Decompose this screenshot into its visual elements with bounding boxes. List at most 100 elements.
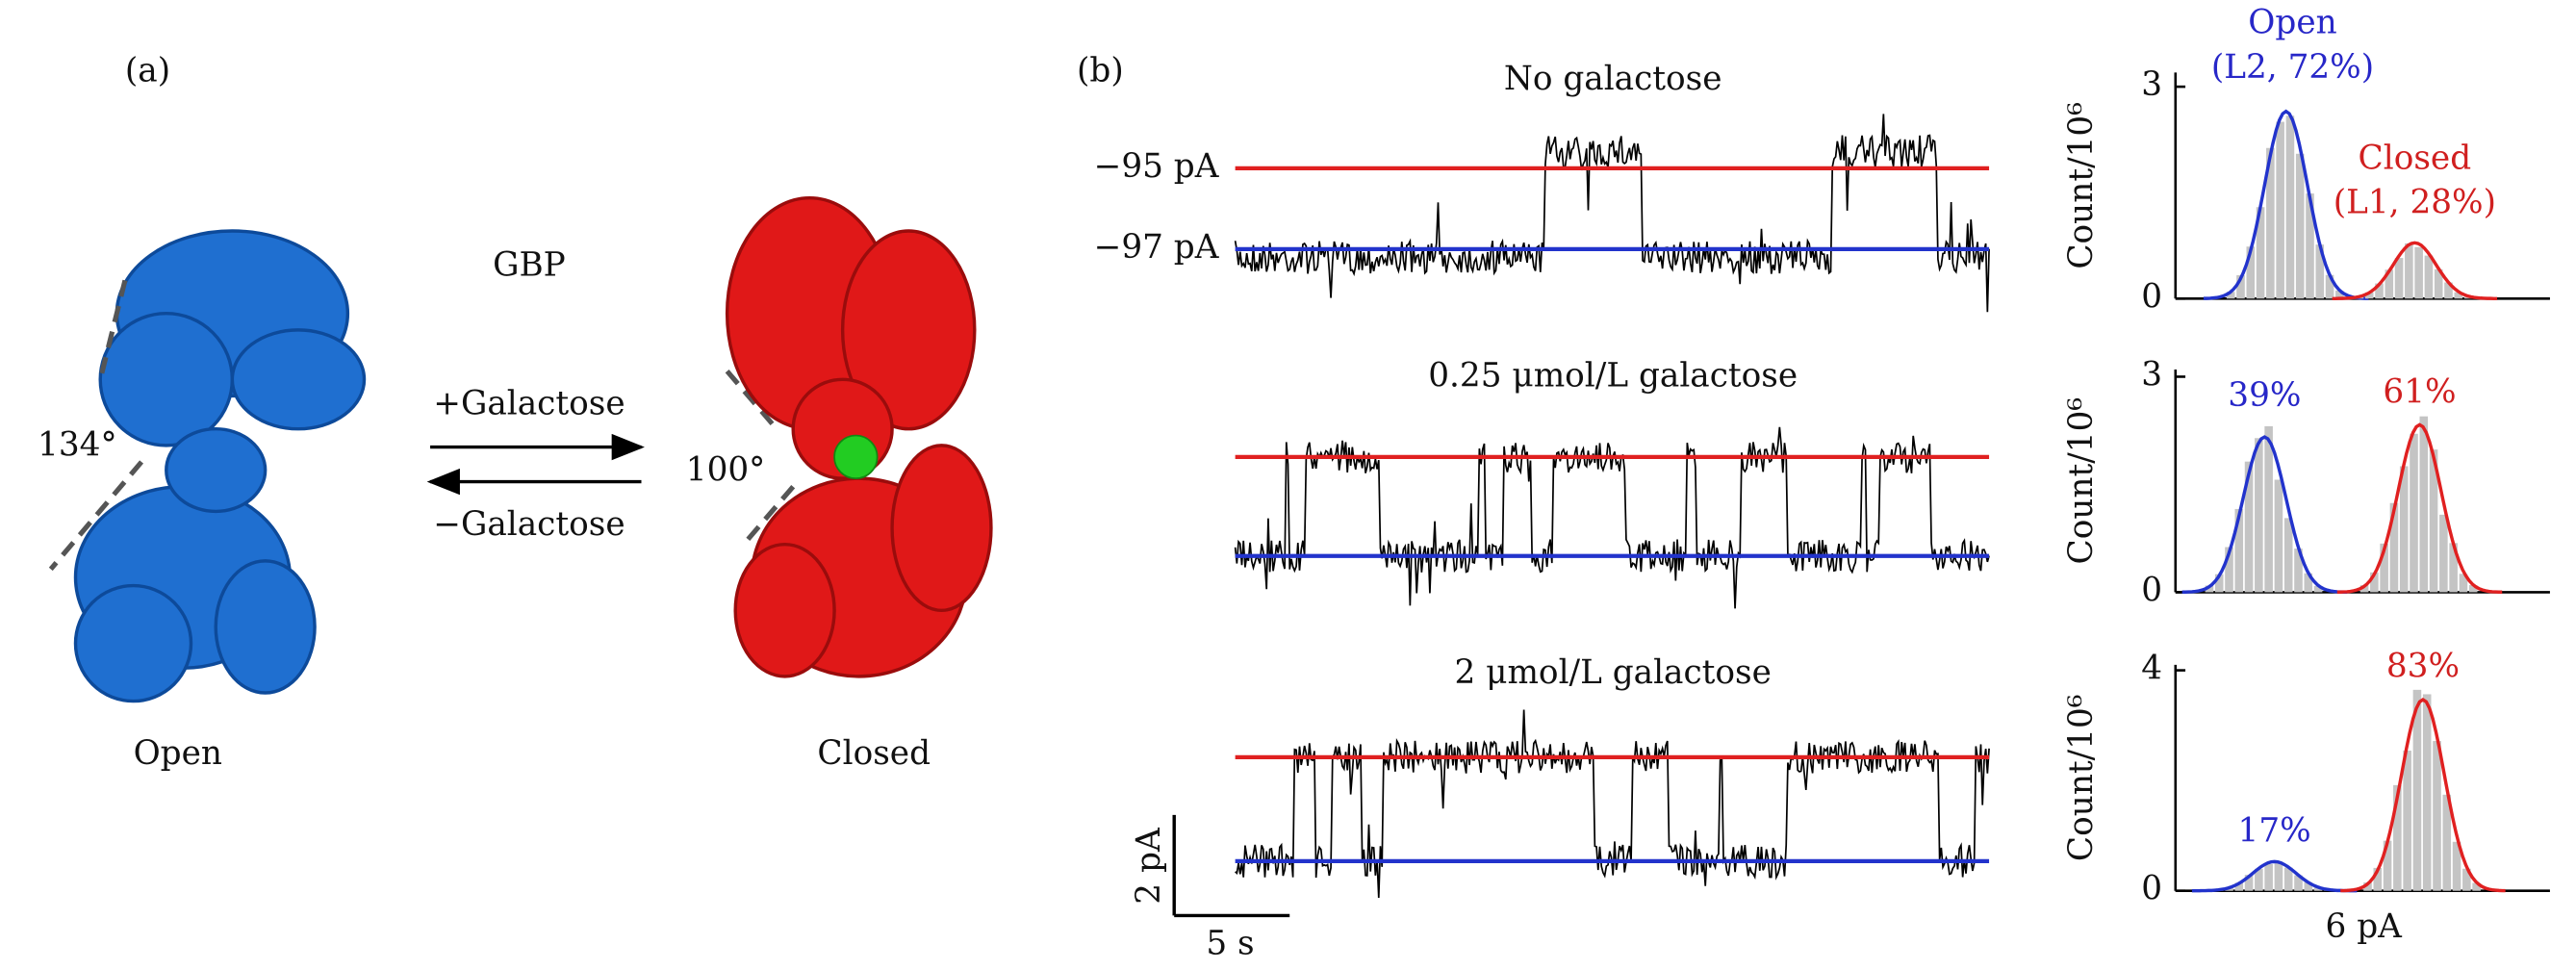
panel-label: (a)	[125, 51, 170, 89]
histogram-bar	[2393, 784, 2402, 891]
histogram-bar	[2434, 268, 2443, 299]
histogram-bar	[2274, 479, 2283, 593]
histogram-bar	[2236, 275, 2245, 299]
closed-structure	[725, 196, 993, 678]
open-angle: 134°	[38, 426, 117, 465]
histogram-bar	[2313, 886, 2323, 891]
histogram-bar	[2264, 863, 2273, 891]
histogram-bar	[2412, 689, 2422, 891]
trace-title: 0.25 μmol/L galactose	[1428, 357, 1798, 396]
histogram-bar	[2444, 282, 2453, 299]
histogram-bar	[2454, 292, 2463, 299]
histogram-bar	[2462, 868, 2471, 891]
histogram-bar	[2264, 425, 2273, 593]
scale-bar	[1172, 814, 1290, 918]
histogram-bar	[2304, 573, 2313, 593]
histogram-bar	[2234, 508, 2244, 593]
protein-name: GBP	[493, 246, 566, 285]
y-tick-label: 0	[2141, 277, 2162, 316]
peak-label: Open	[2248, 4, 2336, 42]
scale-y: 2 pA	[1130, 827, 1168, 905]
histogram-bar	[2225, 547, 2233, 593]
histogram-bar	[2315, 244, 2325, 299]
panel-label: (b)	[1077, 51, 1124, 89]
histogram-bar	[2414, 246, 2423, 299]
histogram-bar	[2214, 574, 2224, 593]
histogram-x-label: 6 pA	[2326, 907, 2404, 946]
histogram-bar	[2452, 841, 2461, 891]
peak-label: Closed	[2359, 139, 2472, 177]
y-tick-label: 3	[2141, 65, 2162, 104]
fit-curve	[2332, 241, 2498, 300]
histogram-bar	[2419, 416, 2429, 593]
histogram-bar	[2373, 867, 2383, 891]
histogram-bar	[2383, 840, 2392, 891]
closed-angle: 100°	[686, 450, 766, 489]
histogram-bar	[2375, 283, 2384, 299]
histogram-bar	[2405, 242, 2413, 299]
y-axis-label: Count/10⁶	[2062, 102, 2101, 269]
histogram-bar	[2295, 153, 2305, 299]
histogram-bar	[2304, 881, 2313, 891]
level-label: −97 pA	[1094, 228, 1220, 267]
histogram-bar	[2255, 438, 2263, 593]
current-trace	[1235, 709, 1990, 898]
current-trace	[1234, 114, 1990, 313]
histogram-bar	[2410, 433, 2418, 593]
histogram-bar	[2364, 292, 2374, 299]
histogram-bar	[2283, 867, 2293, 891]
histogram-bar	[2246, 246, 2256, 299]
histogram-bar	[2255, 868, 2263, 891]
trace-title: 2 μmol/L galactose	[1454, 653, 1771, 692]
angle-lines	[48, 279, 796, 572]
histogram-bar	[2449, 543, 2458, 593]
histogram-bar	[2385, 269, 2394, 299]
y-tick-label: 3	[2141, 355, 2162, 394]
peak-label: 17%	[2238, 812, 2311, 851]
y-tick-label: 4	[2141, 650, 2162, 688]
histogram-bar	[2389, 502, 2399, 593]
histogram-bar	[2266, 147, 2275, 299]
histogram-bar	[2370, 572, 2379, 593]
histogram-bar	[2424, 255, 2434, 299]
histogram-bar	[2274, 861, 2283, 891]
histogram-bar	[2399, 466, 2409, 593]
y-axis-label: Count/10⁶	[2062, 397, 2101, 565]
level-label: −95 pA	[1094, 147, 1220, 186]
histogram-bar	[2256, 207, 2265, 299]
scale-x: 5 s	[1206, 924, 1254, 962]
y-axis-label: Count/10⁶	[2062, 694, 2101, 861]
fit-curve	[2336, 422, 2503, 594]
histogram-bar	[2294, 875, 2303, 891]
histogram-bar	[2325, 274, 2334, 299]
peak-label: (L2, 72%)	[2211, 48, 2374, 87]
histogram-bar	[2276, 121, 2284, 299]
y-tick-label: 0	[2141, 870, 2162, 908]
histogram-bar	[2472, 882, 2481, 891]
peak-label: 61%	[2383, 373, 2456, 412]
peak-label: 83%	[2386, 647, 2460, 685]
histogram-bar	[2313, 585, 2323, 593]
histogram-bar	[2429, 449, 2438, 593]
histogram-bar	[2403, 751, 2411, 891]
histogram-bar	[2294, 549, 2303, 593]
peak-label: 39%	[2228, 376, 2301, 415]
fit-curve	[2181, 435, 2348, 594]
histogram-bar	[2244, 875, 2254, 891]
histogram-bar	[2285, 115, 2295, 299]
histogram-bar	[2306, 193, 2314, 299]
open-label: Open	[134, 734, 222, 773]
galactose	[833, 434, 879, 479]
histogram-bar	[2205, 585, 2214, 593]
histogram-bar	[2422, 694, 2432, 891]
forward-label: +Galactose	[433, 385, 625, 423]
y-tick-label: 0	[2141, 571, 2162, 609]
current-trace	[1234, 426, 1990, 609]
histogram-bar	[2439, 514, 2448, 593]
histogram-bar	[2459, 574, 2468, 593]
fit-curve	[2191, 859, 2358, 893]
histogram-bar	[2380, 543, 2388, 593]
fit-curve	[2340, 697, 2506, 893]
